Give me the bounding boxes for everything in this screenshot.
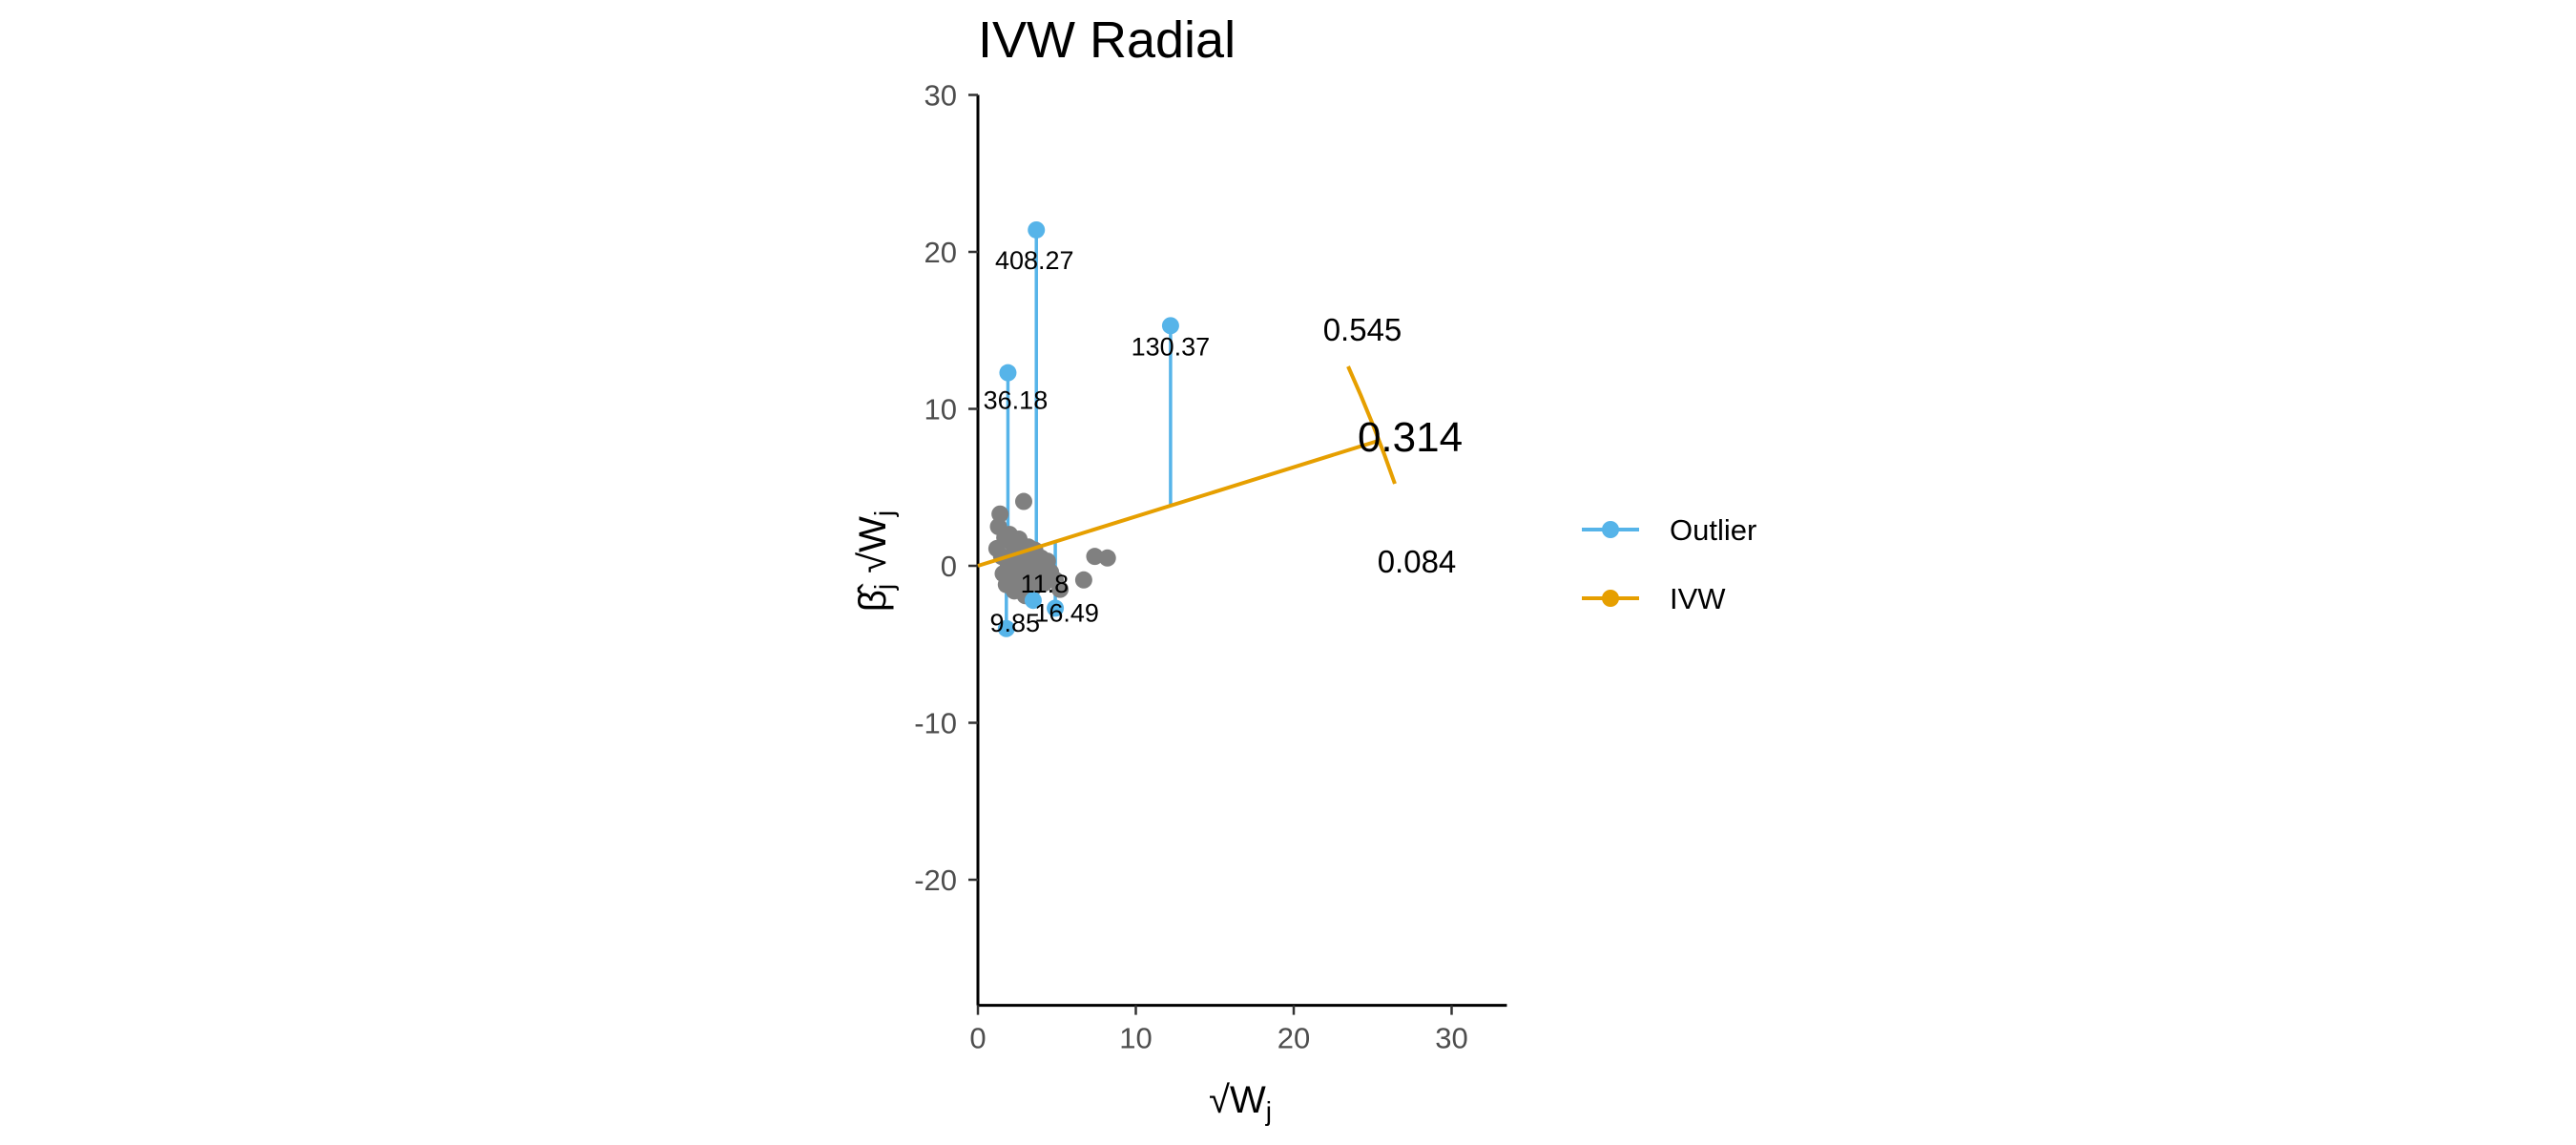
data-point [1086, 548, 1104, 566]
legend-key-point [1602, 521, 1619, 538]
svg-text:√Wj: √Wj [1209, 1079, 1272, 1126]
outlier-label: 36.18 [984, 386, 1049, 415]
x-tick-label: 20 [1278, 1022, 1310, 1055]
data-point [1074, 571, 1092, 589]
legend-label: Outlier [1670, 513, 1756, 547]
x-tick-label: 0 [969, 1022, 986, 1055]
outlier-point [1047, 599, 1065, 617]
legend: Outlier IVW [1582, 513, 1756, 615]
x-tick-label: 30 [1435, 1022, 1467, 1055]
data-point [1098, 549, 1116, 567]
outlier-label: 408.27 [995, 246, 1074, 275]
outlier-point [999, 364, 1017, 382]
outlier-label: 9.85 [990, 609, 1041, 637]
y-tick-label: 30 [924, 79, 957, 113]
ivw-arc [1346, 365, 1397, 485]
outlier-point [997, 619, 1015, 637]
arc-label-top: 0.545 [1323, 312, 1402, 347]
legend-key-point [1602, 590, 1619, 607]
y-tick-label: -20 [914, 864, 957, 897]
y-tick-label: 0 [941, 550, 957, 583]
chart-title: IVW Radial [978, 11, 1236, 69]
y-axis-title: β̂j √Wj [852, 510, 899, 612]
outlier-label: 11.8 [1021, 570, 1070, 598]
data-point [1014, 492, 1032, 510]
outlier-point [1028, 220, 1046, 239]
y-tick-label: 20 [924, 236, 957, 269]
data-point [991, 505, 1009, 523]
outlier-label: 16.49 [1034, 598, 1099, 627]
axes: -20 -10 0 10 20 30 0 10 20 30 [914, 79, 1507, 1055]
plot-area: 36.18 408.27 130.37 9.85 11.816.49 0.545 0.314… [977, 220, 1463, 637]
x-tick-label: 10 [1119, 1022, 1152, 1055]
arc-label-center: 0.314 [1358, 414, 1463, 461]
y-tick-label: -10 [914, 707, 957, 740]
data-point [1051, 580, 1070, 598]
outlier-point [1161, 317, 1179, 335]
outlier-point [1024, 592, 1042, 610]
y-tick-label: 10 [924, 393, 957, 427]
ivw-line [977, 439, 1379, 568]
outlier-label: 130.37 [1132, 332, 1211, 361]
x-axis-title: √Wj [1209, 1079, 1272, 1126]
legend-label: IVW [1670, 582, 1726, 615]
arc-label-bottom: 0.084 [1378, 544, 1457, 579]
svg-text:β̂j √Wj: β̂j √Wj [852, 510, 899, 612]
